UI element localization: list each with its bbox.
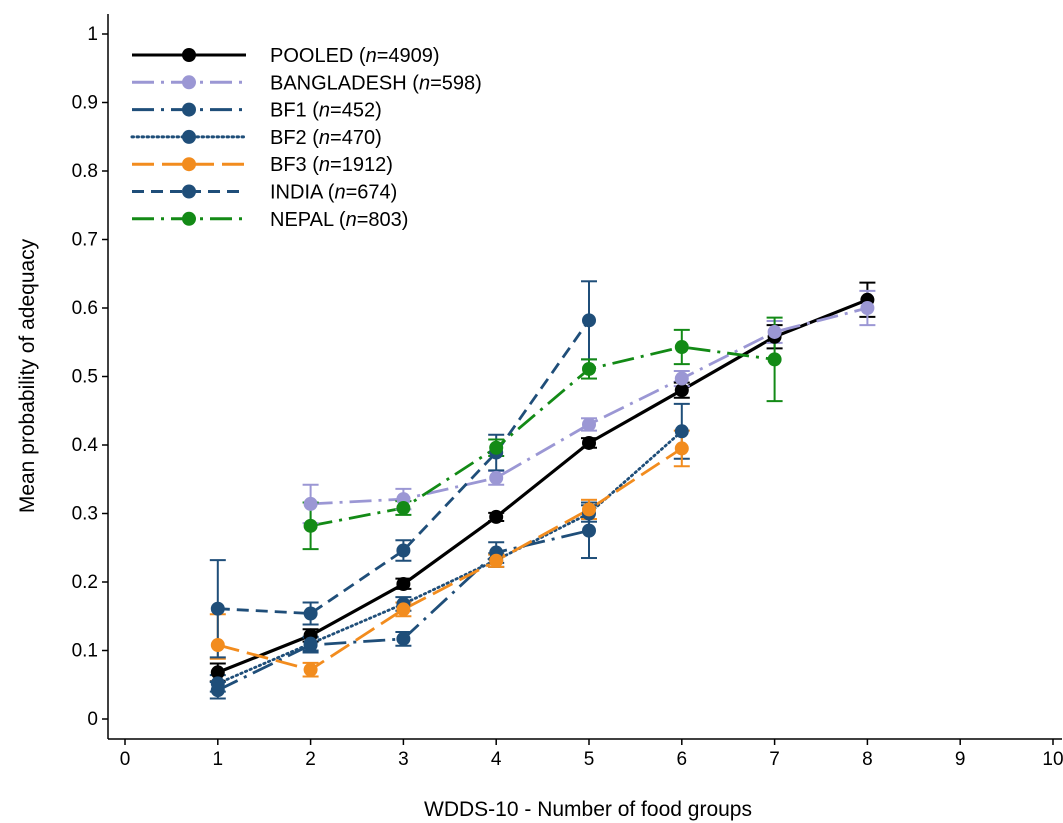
y-tick-label: 0.8 bbox=[72, 161, 98, 182]
y-axis-title: Mean probability of adequacy bbox=[16, 238, 39, 513]
data-point bbox=[210, 676, 225, 691]
x-tick-label: 0 bbox=[120, 749, 131, 770]
data-point bbox=[674, 383, 689, 398]
data-point bbox=[489, 470, 504, 485]
legend-marker bbox=[182, 48, 196, 62]
data-point bbox=[303, 496, 318, 511]
x-tick-label: 6 bbox=[677, 749, 688, 770]
data-point bbox=[489, 440, 504, 455]
data-point bbox=[674, 424, 689, 439]
data-point bbox=[303, 636, 318, 651]
legend: POOLED (n=4909) BANGLADESH (n=598) BF1 (n=… bbox=[130, 45, 482, 231]
data-point bbox=[303, 518, 318, 533]
legend-marker bbox=[182, 102, 196, 117]
data-point bbox=[582, 361, 596, 376]
data-point bbox=[767, 324, 782, 339]
legend-label: BF1 (n=452) bbox=[270, 100, 382, 122]
x-tick-label: 9 bbox=[955, 749, 966, 770]
data-point bbox=[396, 543, 411, 558]
x-tick-label: 3 bbox=[398, 749, 409, 770]
legend-label: BF2 (n=470) bbox=[270, 127, 382, 149]
data-point bbox=[303, 662, 318, 677]
legend-label: INDIA (n=674) bbox=[270, 182, 397, 204]
series-line-4 bbox=[217, 447, 683, 672]
data-point bbox=[396, 501, 411, 516]
legend-label: POOLED (n=4909) bbox=[270, 45, 440, 67]
series-line-6 bbox=[310, 345, 775, 528]
data-point bbox=[582, 313, 596, 328]
data-point bbox=[396, 602, 411, 617]
data-point bbox=[582, 417, 596, 432]
x-tick-label: 1 bbox=[213, 749, 224, 770]
data-point bbox=[210, 638, 225, 653]
legend-marker bbox=[182, 129, 196, 144]
data-point bbox=[582, 435, 596, 450]
axes: 00.10.20.30.40.50.60.70.80.910 1 2 3 4 5 6 7 8 9 1… bbox=[72, 14, 1063, 770]
data-point bbox=[674, 371, 689, 386]
x-tick-label: 4 bbox=[491, 749, 502, 770]
x-tick-label: 2 bbox=[305, 749, 316, 770]
y-tick-label: 0 bbox=[87, 709, 98, 730]
legend-marker bbox=[182, 211, 196, 226]
y-tick-label: 0.6 bbox=[72, 298, 98, 319]
y-tick-label: 1 bbox=[87, 24, 98, 45]
data-point bbox=[489, 553, 504, 568]
x-tick-label: 7 bbox=[769, 749, 780, 770]
data-point bbox=[210, 601, 225, 616]
data-point bbox=[860, 301, 875, 315]
x-axis-title: WDDS-10 - Number of food groups bbox=[424, 798, 752, 821]
y-tick-label: 0.4 bbox=[72, 435, 99, 456]
series-line-5 bbox=[217, 319, 591, 615]
data-point bbox=[582, 523, 596, 538]
data-point bbox=[674, 340, 689, 355]
data-point bbox=[582, 502, 596, 517]
data-markers bbox=[210, 292, 875, 698]
data-point bbox=[489, 509, 504, 524]
data-point bbox=[767, 352, 782, 367]
y-tick-label: 0.9 bbox=[72, 93, 98, 114]
y-tick-label: 0.1 bbox=[72, 641, 98, 662]
data-point bbox=[210, 665, 225, 680]
legend-marker bbox=[182, 157, 196, 172]
x-tick-label: 10 bbox=[1042, 749, 1063, 770]
x-tick-label: 5 bbox=[584, 749, 595, 770]
legend-marker bbox=[182, 75, 196, 90]
y-tick-label: 0.7 bbox=[72, 230, 98, 251]
data-point bbox=[396, 577, 411, 592]
data-point bbox=[674, 441, 689, 456]
y-tick-label: 0.3 bbox=[72, 504, 98, 525]
x-tick-label: 8 bbox=[862, 749, 873, 770]
data-point bbox=[303, 606, 318, 621]
legend-label: NEPAL (n=803) bbox=[270, 209, 408, 231]
data-point bbox=[396, 631, 411, 646]
legend-label: BF3 (n=1912) bbox=[270, 154, 393, 176]
legend-label: BANGLADESH (n=598) bbox=[270, 72, 482, 94]
legend-marker bbox=[182, 184, 196, 199]
y-tick-label: 0.5 bbox=[72, 367, 98, 388]
series-line-0 bbox=[217, 298, 868, 674]
y-tick-label: 0.2 bbox=[72, 572, 98, 593]
